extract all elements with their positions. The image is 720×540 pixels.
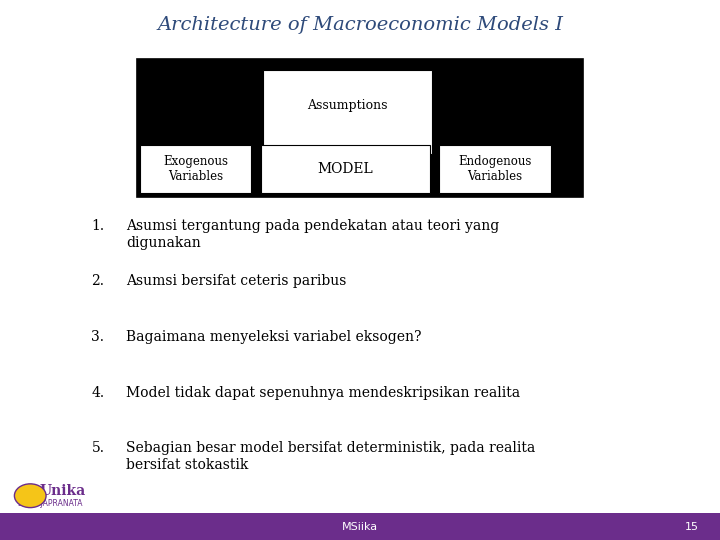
Bar (0, 513, 720, 540)
Bar (137, 59, 583, 197)
Bar (140, 145, 251, 193)
Text: 5.: 5. (91, 441, 104, 455)
Text: 2.: 2. (91, 274, 104, 288)
Text: Exogenous
Variables: Exogenous Variables (163, 155, 228, 183)
Text: Asumsi tergantung pada pendekatan atau teori yang
digunakan: Asumsi tergantung pada pendekatan atau t… (126, 219, 499, 250)
Text: Endogenous
Variables: Endogenous Variables (459, 155, 531, 183)
Text: 4.: 4. (91, 386, 104, 400)
Circle shape (14, 484, 46, 508)
Text: SOEGIJAPRANATA: SOEGIJAPRANATA (18, 499, 84, 508)
Bar (261, 145, 430, 193)
Text: MODEL: MODEL (318, 162, 373, 176)
Text: MSiika: MSiika (342, 522, 378, 531)
Text: Bagaimana menyeleksi variabel eksogen?: Bagaimana menyeleksi variabel eksogen? (126, 330, 421, 344)
Text: Assumptions: Assumptions (307, 99, 387, 112)
Bar (439, 145, 551, 193)
Text: 1.: 1. (91, 219, 104, 233)
Bar (263, 70, 432, 154)
Text: Unika: Unika (40, 484, 86, 498)
Text: 3.: 3. (91, 330, 104, 344)
Text: Sebagian besar model bersifat deterministik, pada realita
bersifat stokastik: Sebagian besar model bersifat determinis… (126, 441, 535, 472)
Text: Architecture of Macroeconomic Models I: Architecture of Macroeconomic Models I (157, 16, 563, 34)
Text: Model tidak dapat sepenuhnya mendeskripsikan realita: Model tidak dapat sepenuhnya mendeskrips… (126, 386, 520, 400)
Text: 15: 15 (685, 522, 698, 531)
Text: Asumsi bersifat ceteris paribus: Asumsi bersifat ceteris paribus (126, 274, 346, 288)
